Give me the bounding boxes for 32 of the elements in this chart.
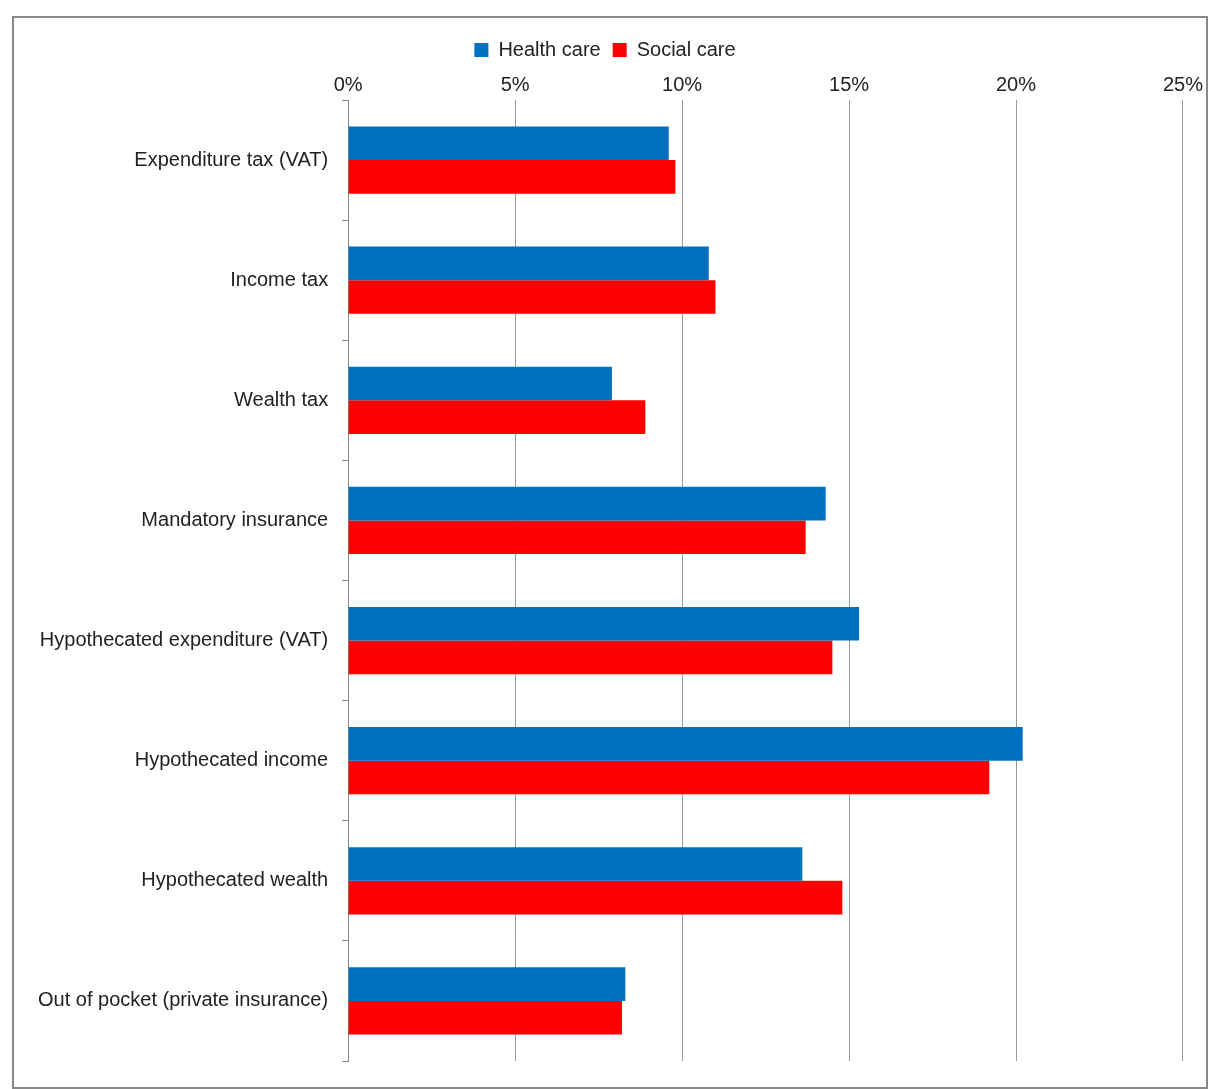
x-tick-label: 10% xyxy=(662,72,703,95)
bar xyxy=(348,847,803,881)
bar xyxy=(348,400,646,434)
bar xyxy=(348,1000,622,1035)
bar xyxy=(348,760,990,795)
y-tick-label: Mandatory insurance xyxy=(141,507,329,530)
x-tick-label: 5% xyxy=(500,72,530,95)
bar xyxy=(348,486,826,521)
y-tick-label: Expenditure tax (VAT) xyxy=(134,147,329,170)
bar xyxy=(348,126,669,161)
y-tick-label: Wealth tax xyxy=(234,387,329,410)
bar xyxy=(348,280,716,314)
x-tick-label: 0% xyxy=(333,72,363,95)
y-tick-label: Income tax xyxy=(230,267,329,290)
y-tick-label: Out of pocket (private insurance) xyxy=(38,988,329,1011)
legend-label: Health care xyxy=(498,37,601,60)
x-tick-label: 20% xyxy=(996,72,1037,95)
bar xyxy=(348,606,860,641)
y-tick-label: Hypothecated wealth xyxy=(141,868,329,891)
legend-label: Social care xyxy=(636,37,736,60)
bar xyxy=(348,640,833,675)
y-tick-label: Hypothecated income xyxy=(134,748,329,771)
x-tick-label: 15% xyxy=(829,72,870,95)
bar xyxy=(348,967,626,1001)
x-tick-label: 25% xyxy=(1162,72,1204,95)
bar xyxy=(348,160,676,194)
y-tick-label: Hypothecated expenditure (VAT) xyxy=(39,628,329,651)
bar xyxy=(348,727,1023,761)
bar xyxy=(348,246,709,281)
bar xyxy=(348,366,612,401)
bar xyxy=(348,880,843,915)
bar xyxy=(348,520,806,555)
